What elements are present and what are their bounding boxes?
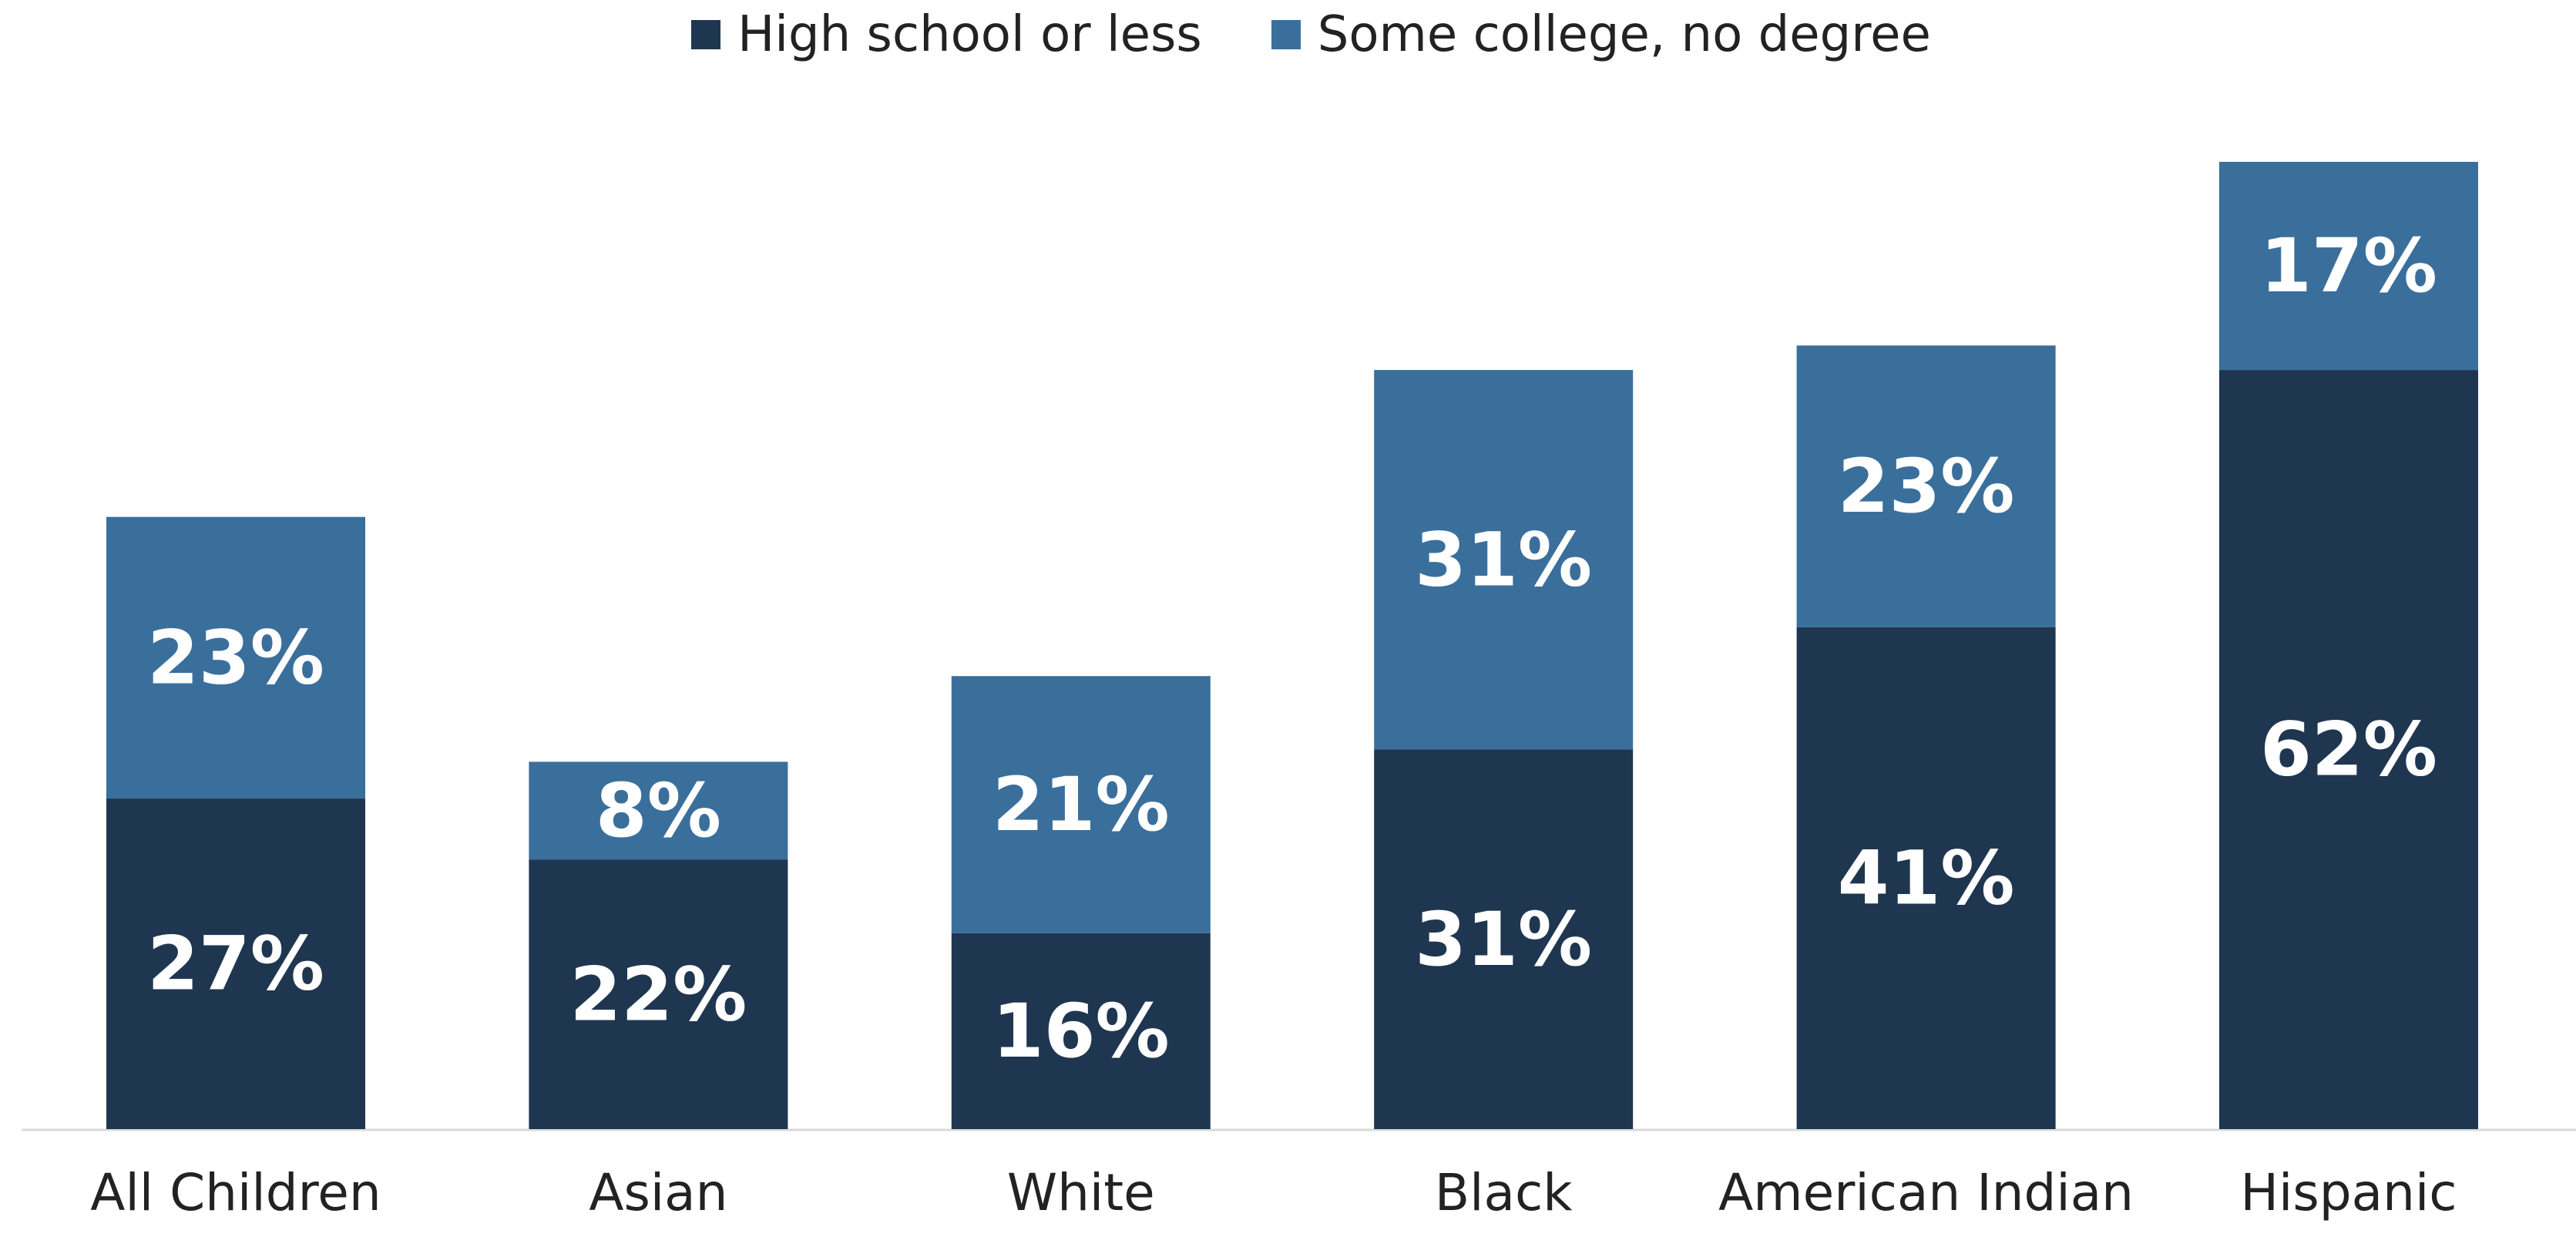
x-tick-label-american-indian: American Indian <box>1718 1163 2134 1222</box>
data-label-high-school-american-indian: 41% <box>1838 835 2015 921</box>
data-label-high-school-white: 16% <box>992 988 1170 1074</box>
data-label-high-school-black: 31% <box>1415 896 1592 983</box>
data-label-some-college-white: 21% <box>992 761 1170 848</box>
bar-high-school-all-children <box>106 798 365 1129</box>
data-label-high-school-hispanic: 62% <box>2260 707 2437 793</box>
bar-some-college-black <box>1374 370 1634 750</box>
data-label-some-college-hispanic: 17% <box>2260 223 2437 309</box>
bar-high-school-asian <box>529 859 788 1129</box>
x-tick-label-black: Black <box>1435 1163 1573 1222</box>
bar-high-school-white <box>951 933 1211 1129</box>
data-label-some-college-all-children: 23% <box>147 614 324 701</box>
data-label-some-college-american-indian: 23% <box>1838 443 2015 529</box>
x-tick-label-asian: Asian <box>589 1163 727 1222</box>
legend-swatch-high-school <box>691 20 721 49</box>
legend: High school or less Some college, no deg… <box>0 0 2576 69</box>
x-tick-label-all-children: All Children <box>90 1163 381 1222</box>
data-label-high-school-asian: 22% <box>570 951 747 1037</box>
x-tick-label-hispanic: Hispanic <box>2240 1163 2457 1222</box>
legend-label-some-college: Some college, no degree <box>1317 6 1931 63</box>
x-tick-label-white: White <box>1007 1163 1155 1222</box>
legend-swatch-some-college <box>1271 20 1301 49</box>
legend-label-high-school: High school or less <box>737 6 1202 63</box>
bar-some-college-white <box>951 676 1211 933</box>
bar-some-college-all-children <box>106 516 365 799</box>
legend-item-high-school: High school or less <box>691 6 1202 63</box>
data-label-high-school-all-children: 27% <box>147 921 324 1007</box>
bar-some-college-american-indian <box>1796 345 2056 627</box>
data-label-some-college-asian: 8% <box>596 768 721 854</box>
bar-some-college-asian <box>529 761 788 860</box>
legend-item-some-college: Some college, no degree <box>1271 6 1931 63</box>
data-label-some-college-black: 31% <box>1415 516 1592 603</box>
bar-high-school-black <box>1374 749 1634 1129</box>
bar-high-school-american-indian <box>1796 627 2056 1129</box>
bar-some-college-hispanic <box>2219 162 2478 371</box>
bar-high-school-hispanic <box>2219 370 2478 1129</box>
